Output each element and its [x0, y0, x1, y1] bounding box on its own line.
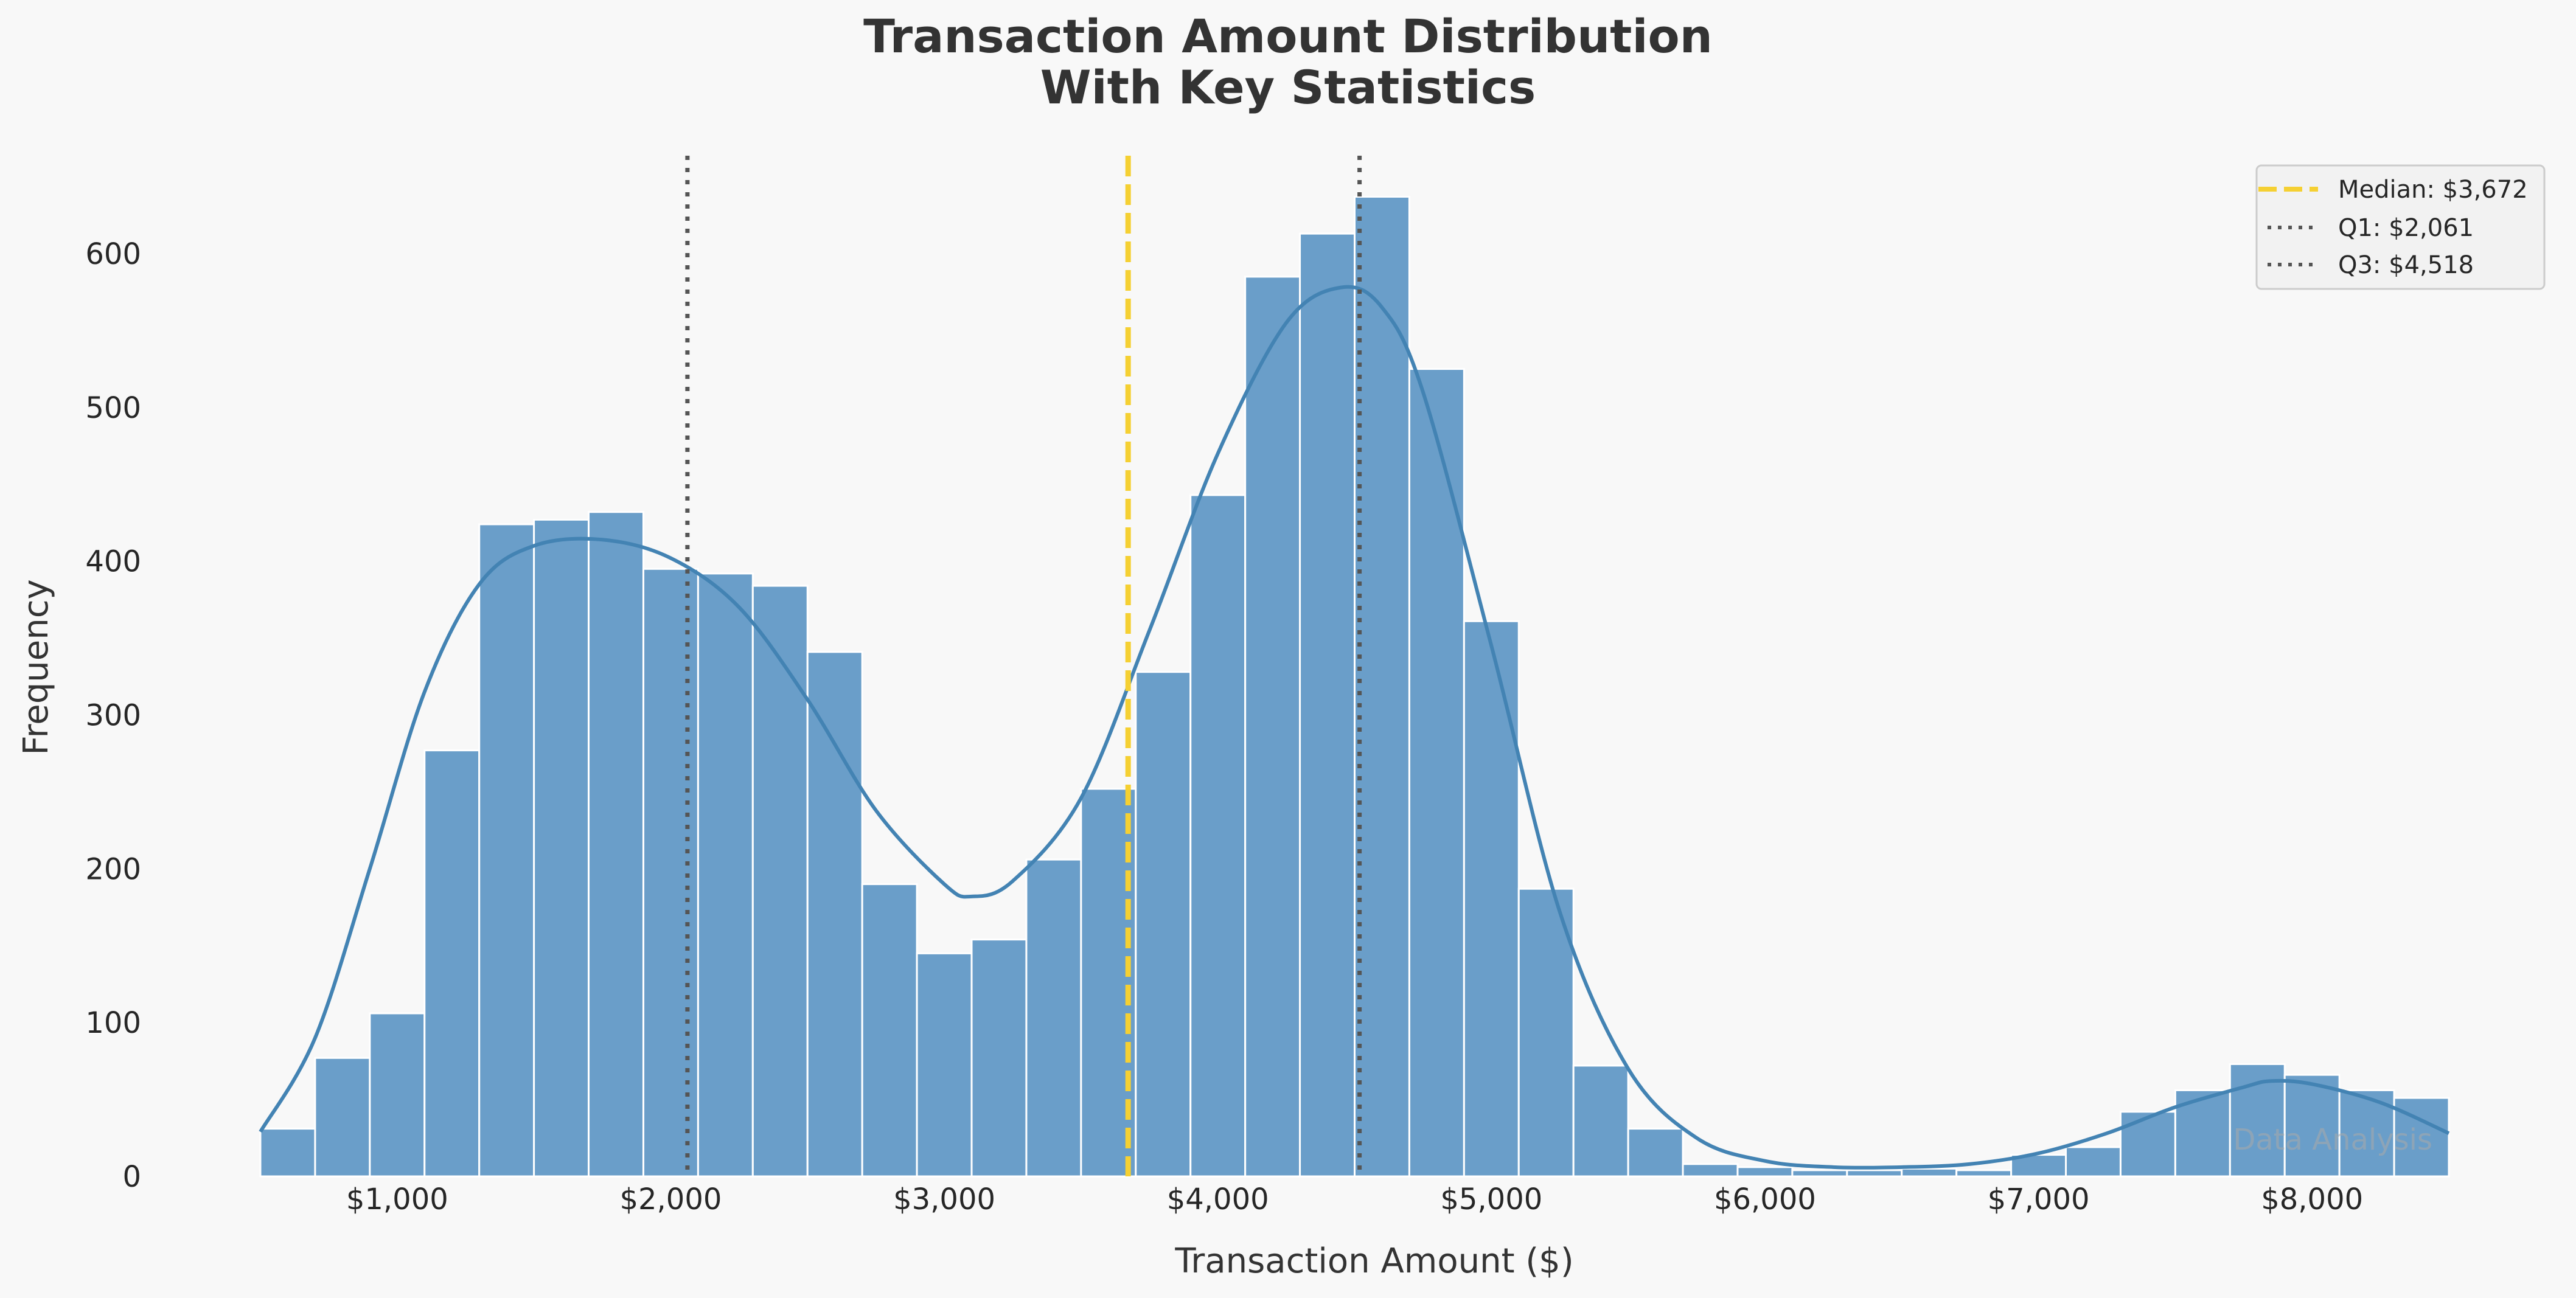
- histogram-bar: [1736, 1166, 1794, 1178]
- y-tick-label: 500: [85, 391, 141, 425]
- histogram-bar: [2283, 1074, 2341, 1178]
- histogram-bar: [423, 749, 481, 1178]
- histogram-bars: [259, 195, 2450, 1178]
- histogram-bar: [642, 567, 699, 1178]
- legend: Median: $3,672 Q1: $2,061 Q3: $4,518: [2255, 164, 2546, 290]
- histogram-bar: [1901, 1167, 1958, 1178]
- x-tick-label: $6,000: [1714, 1182, 1816, 1216]
- histogram-bar: [1463, 620, 1520, 1178]
- y-tick-label: 200: [85, 852, 141, 886]
- histogram-bar: [478, 523, 535, 1178]
- histogram-bar: [1189, 494, 1247, 1178]
- x-axis-ticks: $1,000 $2,000 $3,000 $4,000 $5,000 $6,000 $7,0…: [346, 1182, 2363, 1216]
- histogram-bar: [1299, 232, 1356, 1178]
- x-tick-label: $3,000: [893, 1182, 995, 1216]
- histogram-bar: [2119, 1111, 2176, 1178]
- histogram-bar: [1955, 1169, 2013, 1178]
- chart-title-line-1: Transaction Amount Distribution: [863, 9, 1713, 63]
- histogram-bar: [861, 883, 918, 1178]
- y-tick-label: 300: [85, 698, 141, 732]
- histogram-bar: [1572, 1064, 1629, 1178]
- x-tick-label: $7,000: [1988, 1182, 2090, 1216]
- legend-label-median: Median: $3,672: [2338, 176, 2528, 204]
- histogram-bar: [806, 651, 863, 1178]
- histogram-bar: [1244, 276, 1301, 1178]
- histogram-bar: [1682, 1163, 1739, 1178]
- y-tick-label: 600: [85, 237, 141, 271]
- histogram-bar: [1025, 858, 1082, 1178]
- legend-label-q3: Q3: $4,518: [2338, 251, 2474, 279]
- histogram-bar: [1627, 1128, 1684, 1178]
- y-tick-label: 400: [85, 545, 141, 579]
- histogram-bar: [369, 1012, 426, 1178]
- histogram-bar: [1791, 1169, 1848, 1178]
- kde-curve: [259, 285, 2450, 1170]
- histogram-bar: [2065, 1146, 2122, 1178]
- x-tick-label: $1,000: [346, 1182, 448, 1216]
- y-axis-ticks: 0 100 200 300 400 500 600: [85, 237, 141, 1194]
- watermark-text: Data Analysis: [2233, 1123, 2432, 1157]
- histogram-bar: [1846, 1169, 1903, 1178]
- chart-title-line-2: With Key Statistics: [1040, 60, 1536, 114]
- histogram-bar: [916, 952, 973, 1178]
- legend-label-q1: Q1: $2,061: [2338, 214, 2474, 242]
- histogram-bar: [588, 511, 644, 1178]
- y-tick-label: 0: [122, 1160, 141, 1194]
- histogram-bar: [533, 518, 590, 1178]
- y-tick-label: 100: [85, 1006, 141, 1040]
- legend-box: [2255, 164, 2546, 290]
- y-axis-label: Frequency: [16, 579, 56, 755]
- histogram-bar: [751, 585, 809, 1178]
- histogram-bar: [1354, 195, 1410, 1178]
- x-tick-label: $8,000: [2261, 1182, 2363, 1216]
- histogram-bar: [2229, 1063, 2286, 1178]
- x-axis-label: Transaction Amount ($): [1174, 1241, 1573, 1281]
- histogram-bar: [1135, 671, 1192, 1178]
- x-tick-label: $2,000: [619, 1182, 722, 1216]
- histogram-bar: [259, 1128, 316, 1178]
- histogram-bar: [314, 1057, 371, 1178]
- x-tick-label: $5,000: [1440, 1182, 1542, 1216]
- histogram-bar: [697, 572, 754, 1178]
- x-tick-label: $4,000: [1167, 1182, 1269, 1216]
- histogram-bar: [970, 939, 1028, 1178]
- histogram-bar: [1408, 368, 1465, 1178]
- histogram-bar: [1517, 887, 1575, 1178]
